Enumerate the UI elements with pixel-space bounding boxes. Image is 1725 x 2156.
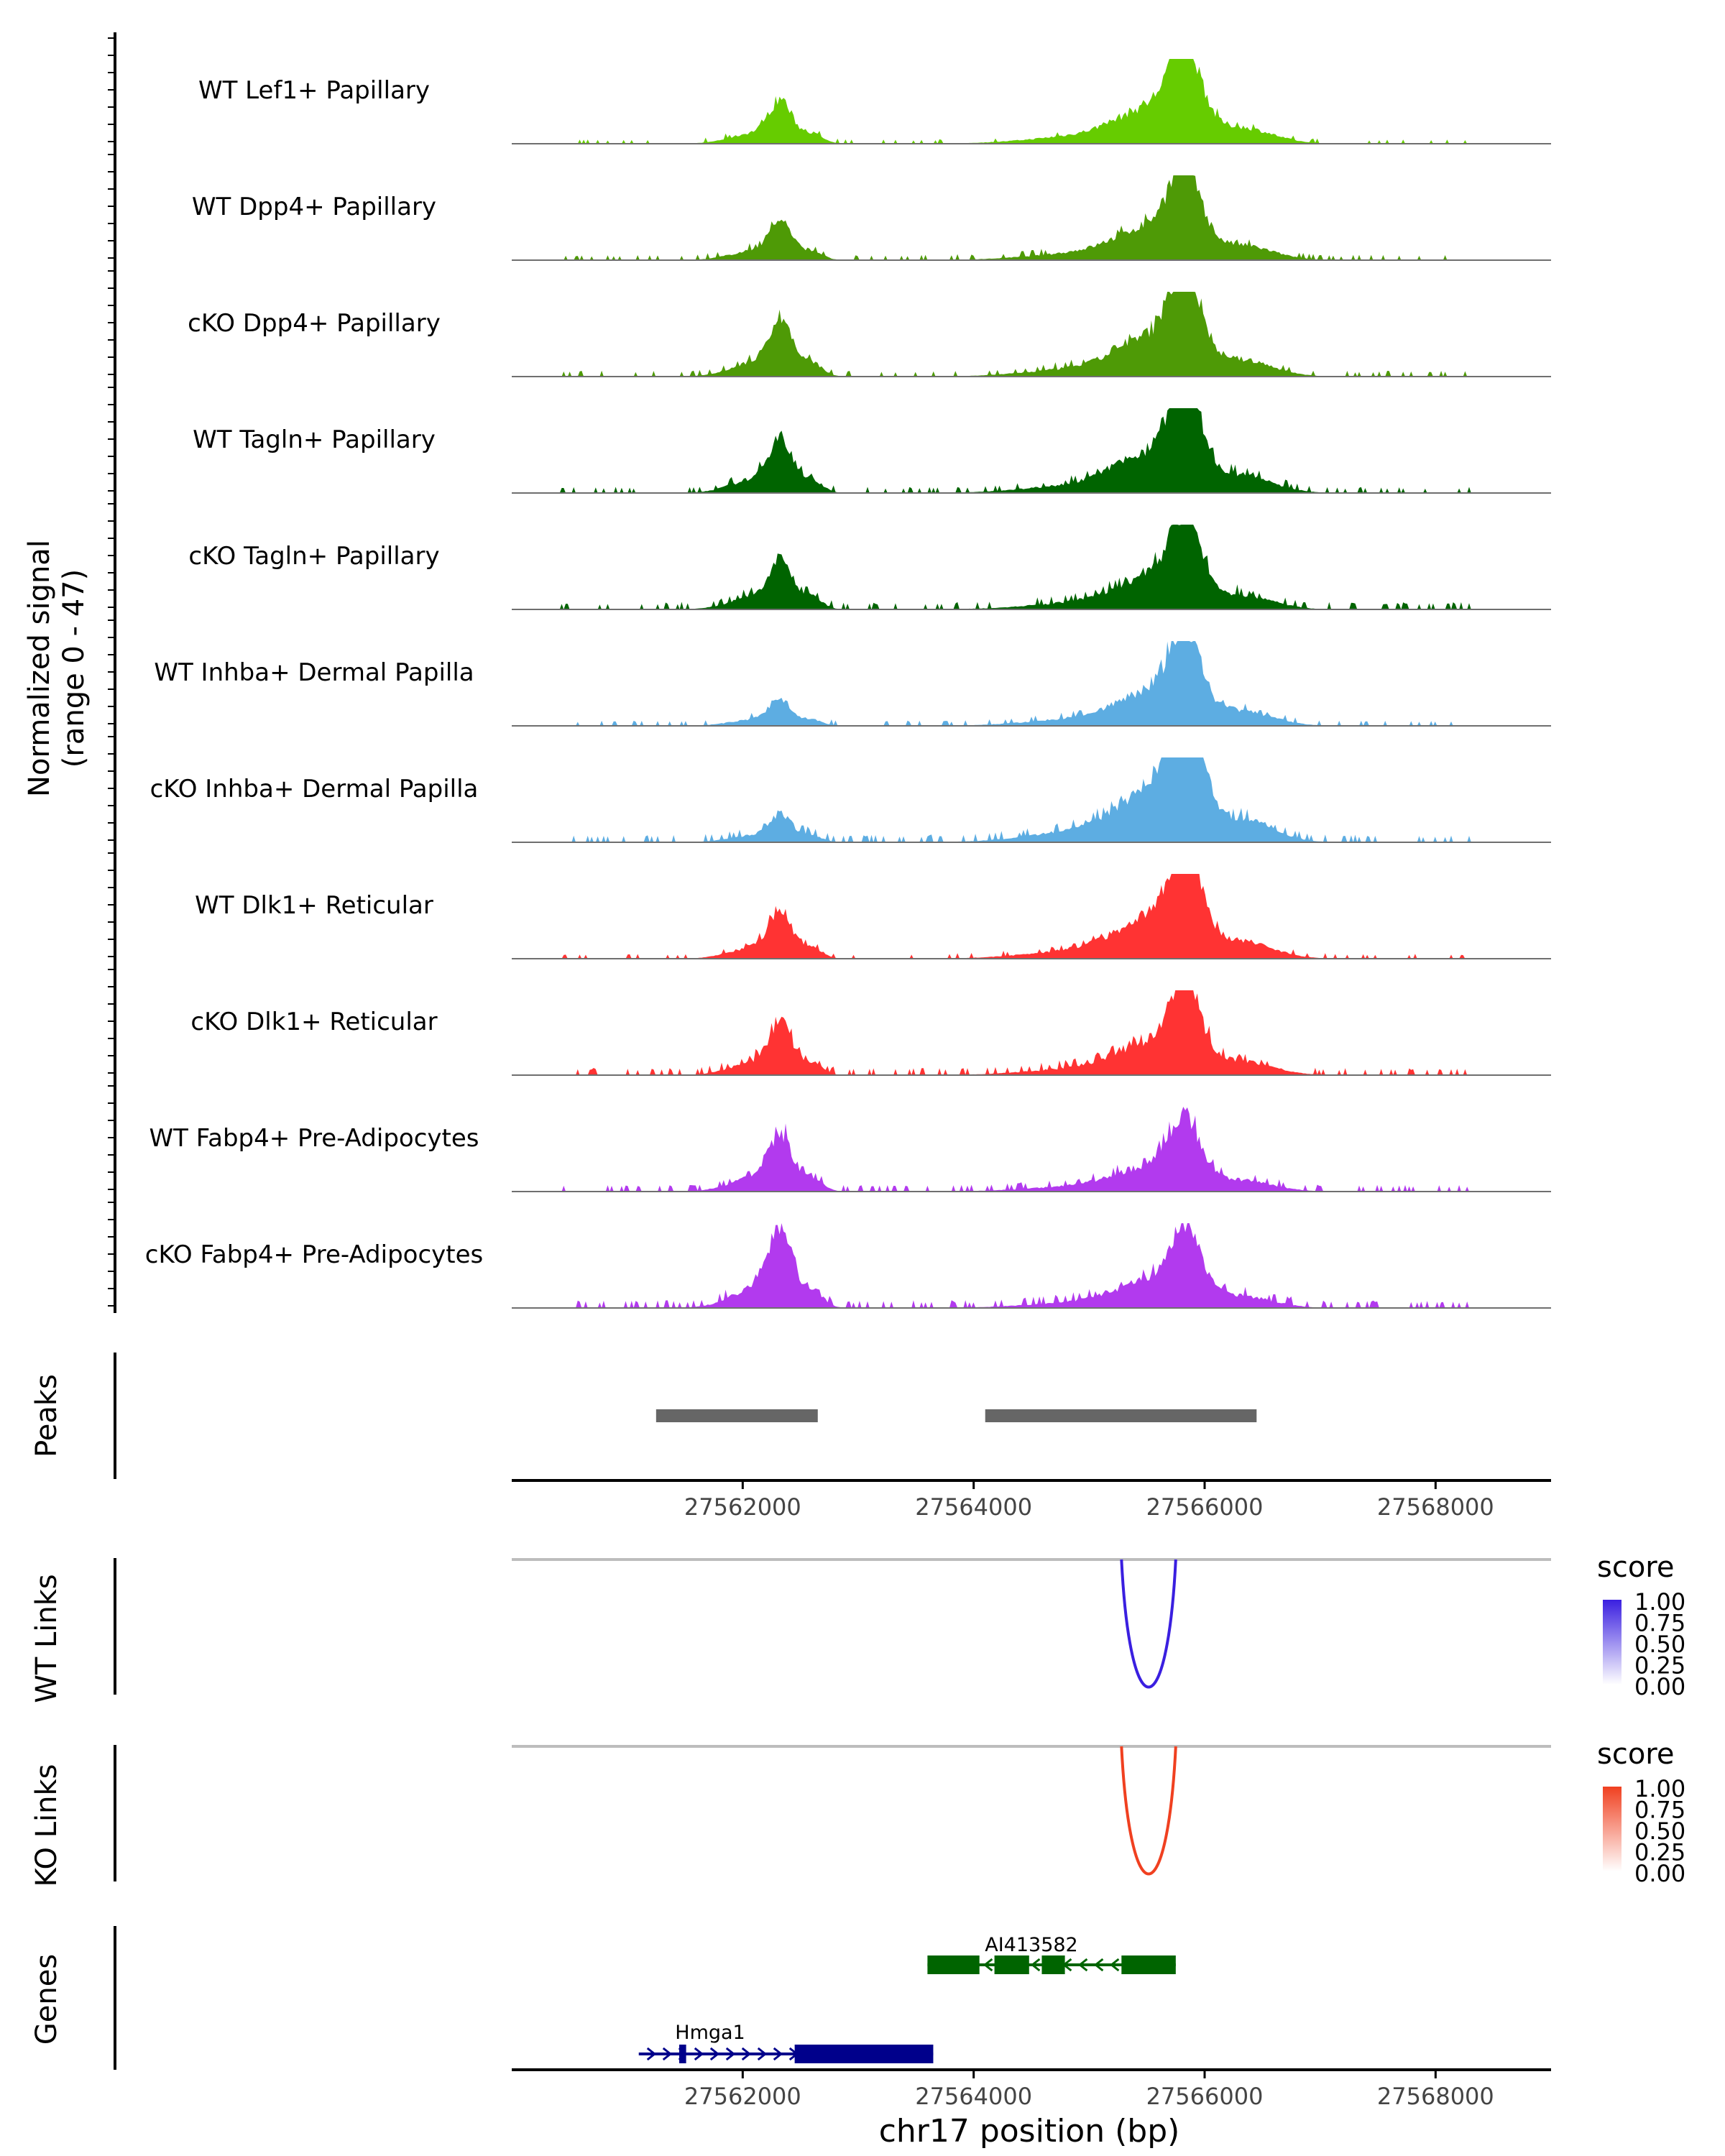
peaks-panel: Peaks: [30, 1353, 1257, 1479]
gene-strand-arrow: [1030, 1958, 1041, 1972]
x-axis-top-tick-label: 27568000: [1377, 1493, 1494, 1521]
links-panel: WT Links score 1.000.750.500.250.00: [30, 1551, 1685, 1703]
peak-region-bar: [985, 1409, 1257, 1422]
x-axis-top-tick-label: 27566000: [1146, 1493, 1264, 1521]
x-axis-bottom-tick-label: 27562000: [684, 2083, 801, 2110]
coverage-y-label: Normalized signal: [23, 540, 56, 797]
links-legend-title: score: [1597, 1738, 1674, 1771]
coverage-track-label: cKO Dlk1+ Reticular: [190, 1008, 437, 1036]
coverage-track-label: cKO Tagln+ Papillary: [188, 542, 439, 571]
links-legend-tick-label: 1.00: [1634, 1775, 1685, 1802]
gene-name-label: AI413582: [985, 1934, 1078, 1956]
coverage-track: WT Tagln+ Papillary: [193, 408, 1551, 494]
links-legend-tick-label: 0.00: [1634, 1860, 1685, 1887]
links-legend-tick-label: 0.75: [1634, 1610, 1685, 1637]
coverage-area: [512, 525, 1551, 609]
gene-strand-arrow: [725, 2047, 736, 2061]
gene-exon: [927, 1955, 980, 1974]
coverage-area: [512, 641, 1551, 726]
gene-strand-arrow: [662, 2047, 673, 2061]
coverage-track-label: WT Fabp4+ Pre-Adipocytes: [150, 1124, 479, 1153]
x-axis-bottom-tick-label: 27564000: [915, 2083, 1032, 2110]
gene-strand-arrow: [1093, 1958, 1104, 1972]
x-axis-title: chr17 position (bp): [879, 2113, 1180, 2150]
coverage-track: cKO Fabp4+ Pre-Adipocytes: [145, 1223, 1551, 1309]
x-axis-top: 27562000 27564000 27566000 27568000: [512, 1479, 1551, 1521]
coverage-track: WT Dpp4+ Papillary: [192, 175, 1551, 261]
coverage-track: cKO Tagln+ Papillary: [188, 525, 1551, 610]
links-legend-tick-label: 0.50: [1634, 1631, 1685, 1658]
links-legend-tick-label: 0.25: [1634, 1652, 1685, 1680]
links-panel: KO Links score 1.000.750.500.250.00: [30, 1738, 1685, 1887]
peak-region-bar: [656, 1409, 818, 1422]
gene-strand-arrow: [757, 2047, 768, 2061]
gene-name-label: Hmga1: [675, 2022, 745, 2044]
gene-strand-arrow: [773, 2047, 783, 2061]
gene-strand-arrow: [1109, 1958, 1120, 1972]
gene-strand-arrow: [741, 2047, 752, 2061]
coverage-y-range-label: (range 0 - 47): [58, 569, 91, 768]
gene-exon: [678, 2045, 686, 2063]
coverage-track: cKO Inhba+ Dermal Papilla: [150, 757, 1551, 843]
gene-strand-arrow: [694, 2047, 704, 2061]
genes-panel: Genes AI413582 Hmga1: [30, 1926, 1176, 2070]
gene-strand-arrow: [646, 2047, 657, 2061]
links-legend-tick-label: 1.00: [1634, 1588, 1685, 1616]
coverage-track-label: WT Inhba+ Dermal Papilla: [154, 658, 474, 687]
coverage-area: [512, 990, 1551, 1075]
coverage-track: WT Lef1+ Papillary: [198, 59, 1551, 144]
coverage-track: cKO Dlk1+ Reticular: [190, 990, 1551, 1076]
coverage-tracks: WT Lef1+ Papillary WT Dpp4+ Papillary cKO …: [145, 59, 1551, 1309]
coverage-area: [512, 292, 1551, 377]
links-legend-tick-label: 0.75: [1634, 1797, 1685, 1824]
links-legend-tick-label: 0.00: [1634, 1673, 1685, 1700]
x-axis-top-tick-label: 27564000: [915, 1493, 1032, 1521]
gene-model: AI413582: [927, 1934, 1176, 1974]
gene-strand-arrow: [1077, 1958, 1088, 1972]
x-axis-top-tick-label: 27562000: [684, 1493, 801, 1521]
gene-strand-arrow: [983, 1958, 993, 1972]
link-arc: [1120, 1559, 1177, 1689]
coverage-track-label: cKO Dpp4+ Papillary: [188, 309, 441, 338]
genes-label: Genes: [30, 1954, 63, 2045]
gene-strand-arrow: [709, 2047, 720, 2061]
links-label: WT Links: [30, 1574, 63, 1703]
coverage-track-label: WT Lef1+ Papillary: [198, 76, 430, 105]
links-legend-tick-label: 0.50: [1634, 1818, 1685, 1845]
coverage-track-label: cKO Fabp4+ Pre-Adipocytes: [145, 1240, 484, 1269]
gene-exon: [794, 2045, 934, 2063]
gene-model: Hmga1: [638, 2022, 934, 2063]
link-arc: [1120, 1746, 1177, 1876]
gene-exon: [994, 1955, 1029, 1974]
coverage-track: WT Dlk1+ Reticular: [195, 874, 1551, 959]
coverage-track-label: WT Tagln+ Papillary: [193, 425, 436, 454]
gene-exon: [1121, 1955, 1176, 1974]
coverage-track: WT Inhba+ Dermal Papilla: [154, 641, 1551, 727]
coverage-track: WT Fabp4+ Pre-Adipocytes: [150, 1107, 1551, 1192]
x-axis-bottom-tick-label: 27566000: [1146, 2083, 1264, 2110]
links-legend-tick-label: 0.25: [1634, 1839, 1685, 1866]
x-axis-bottom: 27562000 27564000 27566000 27568000: [512, 2068, 1551, 2110]
links-label: KO Links: [30, 1764, 63, 1887]
coverage-track-label: cKO Inhba+ Dermal Papilla: [150, 775, 479, 803]
peaks-label: Peaks: [30, 1374, 63, 1457]
coverage-area: [512, 874, 1551, 959]
coverage-area: [512, 1223, 1551, 1308]
links-legend-title: score: [1597, 1551, 1674, 1584]
coverage-area: [512, 1107, 1551, 1192]
coverage-area: [512, 757, 1551, 842]
coverage-area: [512, 59, 1551, 144]
coverage-track-label: WT Dpp4+ Papillary: [192, 193, 436, 221]
links-legend-colorbar: [1603, 1787, 1622, 1871]
links-legend-colorbar: [1603, 1600, 1622, 1685]
coverage-area: [512, 408, 1551, 493]
coverage-y-axis: [108, 32, 116, 1313]
gene-exon: [1041, 1955, 1065, 1974]
coverage-track-label: WT Dlk1+ Reticular: [195, 891, 433, 920]
coverage-track: cKO Dpp4+ Papillary: [188, 292, 1551, 377]
x-axis-bottom-tick-label: 27568000: [1377, 2083, 1494, 2110]
coverage-area: [512, 175, 1551, 260]
